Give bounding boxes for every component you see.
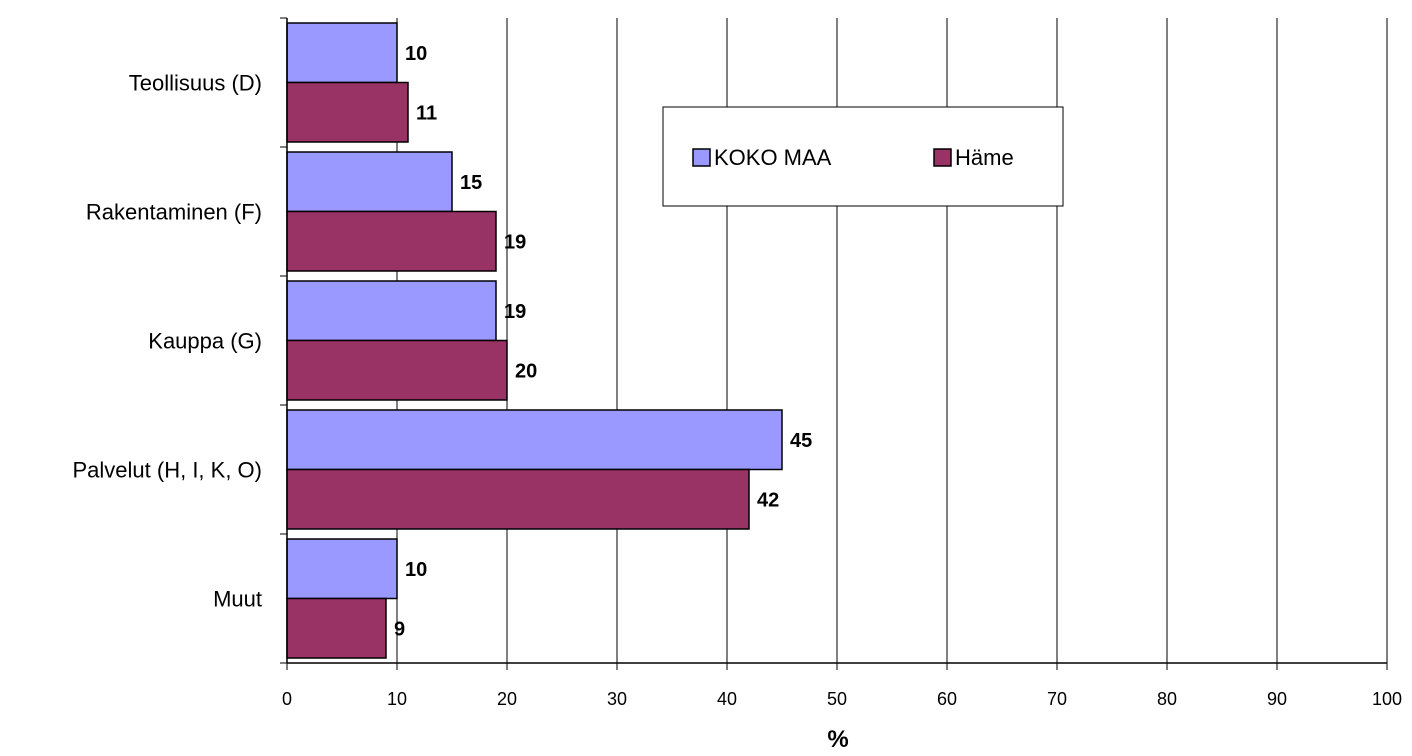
legend-label-koko-maa: KOKO MAA: [714, 145, 832, 170]
legend: KOKO MAA Häme: [662, 106, 1064, 207]
value-label: 9: [394, 618, 405, 640]
category-label: Kauppa (G): [148, 329, 262, 354]
bar-h-me-kauppa-g: [286, 339, 508, 401]
x-tick-label: 40: [717, 689, 737, 709]
value-label: 45: [790, 430, 812, 452]
axes: [280, 17, 1387, 664]
bar-koko-maa-rakentaminen-f: [286, 151, 453, 213]
category-label: Palvelut (H, I, K, O): [73, 458, 263, 483]
x-tick-label: 50: [827, 689, 847, 709]
value-label: 19: [504, 231, 526, 253]
bar-koko-maa-muut: [286, 538, 398, 600]
x-tick-label: 10: [387, 689, 407, 709]
legend-swatch-koko-maa: [692, 148, 711, 167]
category-labels: Teollisuus (D) Rakentaminen (F) Kauppa (G)…: [73, 71, 263, 612]
value-labels: 10 11 15 19 19 20 45 42 10 9: [394, 43, 812, 641]
value-label: 15: [460, 172, 482, 194]
x-axis-label: %: [827, 726, 848, 753]
value-label: 10: [405, 559, 427, 581]
value-label: 10: [405, 43, 427, 65]
x-tick-label: 30: [607, 689, 627, 709]
bars-group: [286, 22, 783, 659]
bar-koko-maa-palvelut-h-i-k-o: [286, 409, 783, 471]
category-label: Muut: [213, 587, 262, 612]
bar-h-me-muut: [286, 597, 387, 659]
bar-koko-maa-kauppa-g: [286, 280, 497, 342]
value-label: 42: [757, 489, 779, 511]
value-label: 20: [515, 360, 537, 382]
legend-swatch-hame: [933, 148, 952, 167]
x-tick-label: 90: [1267, 689, 1287, 709]
tick-labels: 0 10 20 30 40 50 60 70 80 90 100: [282, 689, 1402, 709]
legend-label-hame: Häme: [955, 145, 1014, 170]
x-tick-label: 80: [1157, 689, 1177, 709]
value-label: 11: [416, 102, 437, 124]
legend-box: [662, 106, 1064, 207]
x-tick-label: 0: [282, 689, 292, 709]
bar-h-me-teollisuus-d: [286, 81, 409, 143]
value-label: 19: [504, 301, 526, 323]
x-tick-label: 60: [937, 689, 957, 709]
bar-h-me-palvelut-h-i-k-o: [286, 468, 750, 530]
bar-koko-maa-teollisuus-d: [286, 22, 398, 84]
x-tick-label: 100: [1372, 689, 1402, 709]
bar-h-me-rakentaminen-f: [286, 210, 497, 272]
x-tick-label: 20: [497, 689, 517, 709]
x-tick-label: 70: [1047, 689, 1067, 709]
category-label: Teollisuus (D): [129, 71, 262, 96]
category-label: Rakentaminen (F): [86, 200, 262, 225]
